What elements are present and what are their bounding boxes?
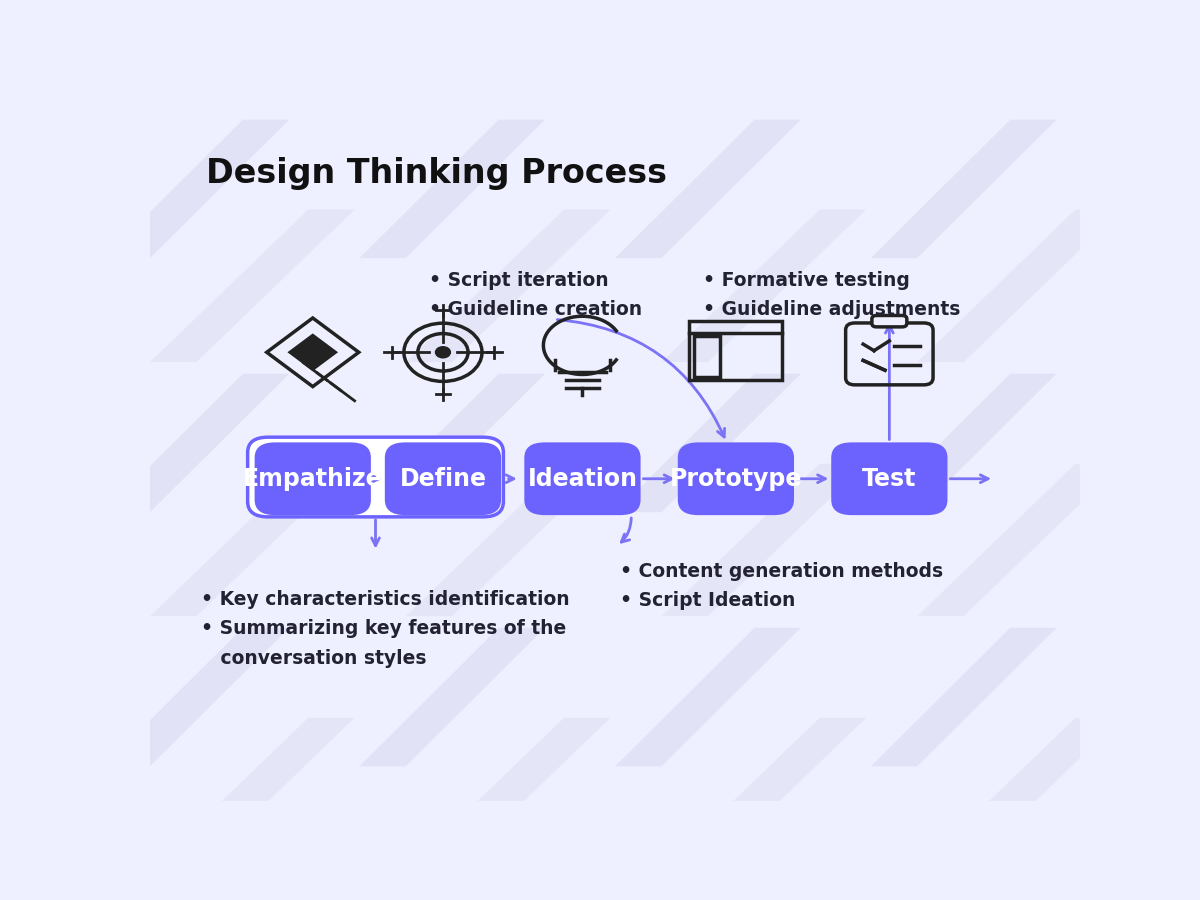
Polygon shape: [150, 0, 355, 108]
FancyBboxPatch shape: [254, 443, 371, 515]
Polygon shape: [616, 0, 802, 4]
Text: • Formative testing
• Guideline adjustments: • Formative testing • Guideline adjustme…: [703, 271, 961, 320]
Polygon shape: [1127, 628, 1200, 767]
Polygon shape: [871, 120, 1057, 258]
FancyBboxPatch shape: [872, 316, 907, 327]
Text: Ideation: Ideation: [528, 467, 637, 491]
Polygon shape: [871, 628, 1057, 767]
Polygon shape: [661, 464, 866, 616]
Polygon shape: [1127, 374, 1200, 512]
Polygon shape: [406, 210, 611, 362]
Text: Test: Test: [862, 467, 917, 491]
FancyBboxPatch shape: [247, 437, 504, 517]
FancyBboxPatch shape: [524, 443, 641, 515]
Polygon shape: [661, 210, 866, 362]
Polygon shape: [150, 464, 355, 616]
Polygon shape: [1127, 120, 1200, 258]
Polygon shape: [661, 718, 866, 870]
Polygon shape: [1174, 210, 1200, 362]
Polygon shape: [103, 374, 289, 512]
Text: Empathize: Empathize: [242, 467, 383, 491]
Polygon shape: [616, 628, 802, 767]
Polygon shape: [150, 210, 355, 362]
Polygon shape: [359, 628, 545, 767]
Polygon shape: [150, 718, 355, 870]
Polygon shape: [406, 0, 611, 108]
Polygon shape: [359, 0, 545, 4]
Polygon shape: [871, 0, 1057, 4]
Text: • Content generation methods
• Script Ideation: • Content generation methods • Script Id…: [619, 562, 943, 610]
Circle shape: [436, 346, 450, 358]
Text: • Script iteration
• Guideline creation: • Script iteration • Guideline creation: [430, 271, 642, 320]
Polygon shape: [661, 0, 866, 108]
Text: Define: Define: [400, 467, 486, 491]
Polygon shape: [1127, 0, 1200, 4]
Polygon shape: [406, 464, 611, 616]
Polygon shape: [1174, 0, 1200, 108]
Polygon shape: [359, 374, 545, 512]
Polygon shape: [616, 374, 802, 512]
Polygon shape: [288, 333, 338, 371]
Text: Design Thinking Process: Design Thinking Process: [206, 157, 667, 190]
FancyBboxPatch shape: [385, 443, 502, 515]
Polygon shape: [917, 718, 1122, 870]
Polygon shape: [359, 120, 545, 258]
Polygon shape: [406, 718, 611, 870]
Polygon shape: [1174, 464, 1200, 616]
Polygon shape: [917, 210, 1122, 362]
Polygon shape: [871, 374, 1057, 512]
FancyBboxPatch shape: [832, 443, 948, 515]
Polygon shape: [616, 120, 802, 258]
Polygon shape: [103, 0, 289, 4]
FancyBboxPatch shape: [678, 443, 794, 515]
Text: Prototype: Prototype: [670, 467, 802, 491]
Text: • Key characteristics identification
• Summarizing key features of the
   conver: • Key characteristics identification • S…: [202, 590, 570, 668]
Polygon shape: [917, 464, 1122, 616]
Polygon shape: [103, 120, 289, 258]
Polygon shape: [917, 0, 1122, 108]
Polygon shape: [1174, 718, 1200, 870]
Polygon shape: [103, 628, 289, 767]
